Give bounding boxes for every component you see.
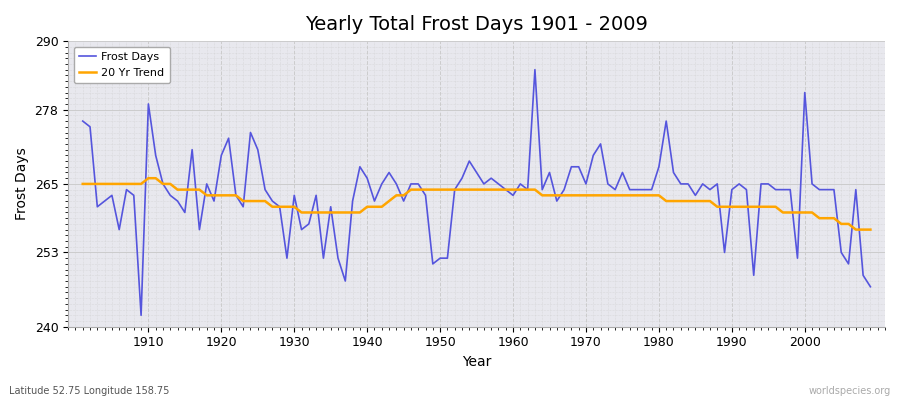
Line: Frost Days: Frost Days <box>83 70 870 315</box>
20 Yr Trend <box>136 182 147 186</box>
Y-axis label: Frost Days: Frost Days <box>15 148 29 220</box>
Text: Latitude 52.75 Longitude 158.75: Latitude 52.75 Longitude 158.75 <box>9 386 169 396</box>
Frost Days <box>508 193 518 198</box>
20 Yr Trend <box>303 210 314 215</box>
Frost Days <box>515 182 526 186</box>
Frost Days <box>865 284 876 289</box>
Legend: Frost Days, 20 Yr Trend: Frost Days, 20 Yr Trend <box>74 47 170 83</box>
Frost Days <box>529 67 540 72</box>
Frost Days <box>77 119 88 124</box>
Frost Days <box>136 313 147 318</box>
20 Yr Trend <box>850 227 861 232</box>
Title: Yearly Total Frost Days 1901 - 2009: Yearly Total Frost Days 1901 - 2009 <box>305 15 648 34</box>
Frost Days <box>303 222 314 226</box>
Line: 20 Yr Trend: 20 Yr Trend <box>83 178 870 230</box>
Frost Days <box>347 199 358 204</box>
Text: worldspecies.org: worldspecies.org <box>809 386 891 396</box>
20 Yr Trend <box>602 193 613 198</box>
20 Yr Trend <box>347 210 358 215</box>
Frost Days <box>143 102 154 106</box>
20 Yr Trend <box>515 187 526 192</box>
20 Yr Trend <box>77 182 88 186</box>
20 Yr Trend <box>508 187 518 192</box>
Frost Days <box>609 187 620 192</box>
20 Yr Trend <box>143 176 154 181</box>
X-axis label: Year: Year <box>462 355 491 369</box>
20 Yr Trend <box>865 227 876 232</box>
